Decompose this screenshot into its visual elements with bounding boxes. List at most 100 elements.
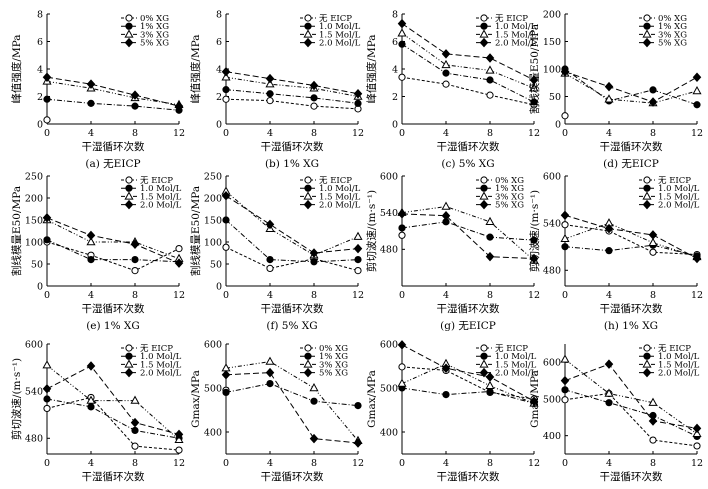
y-tick-label: 4 <box>37 64 43 75</box>
data-point <box>43 395 51 403</box>
x-tick-label: 12 <box>691 128 703 139</box>
y-tick-label: 500 <box>380 383 398 394</box>
legend-label: 1% XG <box>495 184 524 194</box>
x-tick-label: 4 <box>443 290 449 301</box>
x-tick-label: 4 <box>88 128 94 139</box>
series-line <box>225 372 359 444</box>
data-point <box>441 363 451 373</box>
data-point <box>87 99 95 107</box>
data-point <box>604 94 614 103</box>
data-point <box>266 264 274 272</box>
data-point <box>561 396 569 404</box>
data-point <box>265 367 275 378</box>
x-tick-label: 4 <box>267 458 273 469</box>
y-axis-label: Gmax/MPa <box>190 370 202 428</box>
x-tick-label: 4 <box>606 290 612 301</box>
data-point <box>309 80 319 91</box>
y-axis-label: 峰值强度/MPa <box>10 34 23 103</box>
data-point <box>354 402 362 410</box>
legend-label: 无 EICP <box>319 176 352 186</box>
legend-label: 无 EICP <box>140 176 173 186</box>
series-line <box>225 76 359 97</box>
data-point <box>130 395 140 404</box>
data-point <box>561 243 569 251</box>
data-point <box>486 76 494 84</box>
data-point <box>222 86 230 94</box>
x-axis-label: 干湿循环次数 <box>261 140 324 153</box>
data-point <box>265 73 275 84</box>
legend-label: 3% XG <box>140 30 169 40</box>
legend-marker <box>479 199 489 210</box>
data-point <box>605 247 613 255</box>
legend-marker <box>480 184 488 192</box>
y-tick-label: 500 <box>543 394 561 405</box>
data-point <box>87 403 95 411</box>
data-point <box>485 216 495 226</box>
x-tick-label: 4 <box>606 128 612 139</box>
y-tick-label: 150 <box>25 215 43 226</box>
x-tick-label: 8 <box>650 290 656 301</box>
y-axis-label: Gmax/MPa <box>529 370 541 428</box>
y-tick-label: 400 <box>543 431 561 442</box>
data-point <box>353 243 363 254</box>
legend-label: 5% XG <box>319 369 348 379</box>
series-line <box>46 241 180 272</box>
legend-marker <box>124 199 134 210</box>
data-point <box>222 243 230 251</box>
legend-label: 2.0 Mol/L <box>319 39 361 49</box>
x-axis-label: 干湿循环次数 <box>437 140 500 153</box>
x-tick-label: 8 <box>487 458 493 469</box>
legend-marker <box>124 191 134 200</box>
legend-label: 1.5 Mol/L <box>658 360 700 370</box>
legend-label: 2.0 Mol/L <box>319 201 361 211</box>
legend-label: 1.0 Mol/L <box>658 184 700 194</box>
series-line <box>564 214 698 259</box>
data-point <box>692 253 702 264</box>
series-line <box>564 224 698 256</box>
y-axis-label: 剪切波速/(m·s⁻¹) <box>528 190 541 272</box>
x-axis-label: 干湿循环次数 <box>82 470 145 483</box>
x-tick-label: 8 <box>650 128 656 139</box>
data-point <box>397 209 407 219</box>
data-point <box>648 237 658 246</box>
y-tick-label: 200 <box>543 9 561 20</box>
series-line <box>46 76 180 107</box>
series-line <box>225 195 359 254</box>
y-tick-label: 250 <box>25 171 43 182</box>
panel-caption: (h) 1% XG <box>604 320 658 332</box>
x-tick-label: 8 <box>650 458 656 469</box>
data-point <box>87 256 95 264</box>
x-tick-label: 4 <box>443 458 449 469</box>
y-axis-label: 峰值强度/MPa <box>365 34 378 103</box>
series-line <box>225 246 359 272</box>
data-point <box>561 221 569 229</box>
data-point <box>560 375 570 386</box>
y-axis-label: 峰值强度/MPa <box>189 34 202 103</box>
series-line <box>401 76 535 106</box>
legend-label: 0% XG <box>658 14 687 24</box>
series-line <box>401 221 535 241</box>
x-tick-label: 12 <box>173 128 185 139</box>
legend-label: 1.0 Mol/L <box>495 352 537 362</box>
data-point <box>398 224 406 232</box>
x-tick-label: 8 <box>311 128 317 139</box>
data-point <box>560 354 570 363</box>
series-line <box>46 396 180 451</box>
legend-label: 无 EICP <box>495 344 528 354</box>
panel-caption: (d) 无EICP <box>603 158 659 170</box>
legend-label: 2.0 Mol/L <box>140 201 182 211</box>
legend-marker <box>479 191 489 200</box>
legend-marker <box>125 344 133 352</box>
y-tick-label: 8 <box>37 9 43 20</box>
y-axis-label: 剪切波速/(m·s⁻¹) <box>10 358 23 440</box>
y-tick-label: 500 <box>204 383 222 394</box>
data-point <box>485 251 495 262</box>
legend-marker <box>643 352 651 360</box>
x-tick-label: 12 <box>528 458 540 469</box>
series-line <box>401 366 535 400</box>
x-tick-label: 8 <box>311 458 317 469</box>
data-point <box>43 404 51 413</box>
legend-marker <box>124 37 134 48</box>
series-line <box>564 392 698 447</box>
legend-label: 1.0 Mol/L <box>658 352 700 362</box>
